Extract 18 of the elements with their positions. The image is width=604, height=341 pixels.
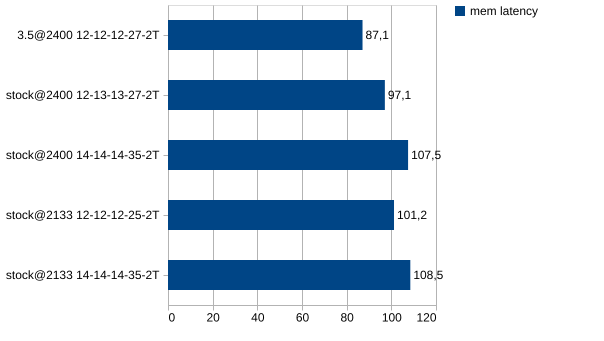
data-label: 107,5 bbox=[411, 148, 442, 162]
data-label: 87,1 bbox=[366, 28, 390, 42]
x-tick-label: 40 bbox=[251, 310, 265, 324]
x-tick-label: 80 bbox=[340, 310, 354, 324]
x-tick-label: 100 bbox=[382, 310, 402, 324]
x-tick-label: 20 bbox=[206, 310, 220, 324]
x-tick-label: 60 bbox=[296, 310, 310, 324]
legend-label: mem latency bbox=[470, 4, 538, 18]
y-tick-label: stock@2400 12-13-13-27-2T bbox=[6, 88, 160, 102]
data-label: 97,1 bbox=[388, 88, 412, 102]
data-label: 108,5 bbox=[413, 268, 444, 282]
y-tick-label: stock@2400 14-14-14-35-2T bbox=[6, 148, 160, 162]
y-tick-label: stock@2133 12-12-12-25-2T bbox=[6, 208, 160, 222]
y-tick-label: stock@2133 14-14-14-35-2T bbox=[6, 268, 160, 282]
data-label: 101,2 bbox=[397, 208, 428, 222]
y-tick-label: 3.5@2400 12-12-12-27-2T bbox=[17, 28, 160, 42]
x-tick-label: 120 bbox=[416, 310, 437, 324]
x-tick-label: 0 bbox=[168, 310, 176, 324]
